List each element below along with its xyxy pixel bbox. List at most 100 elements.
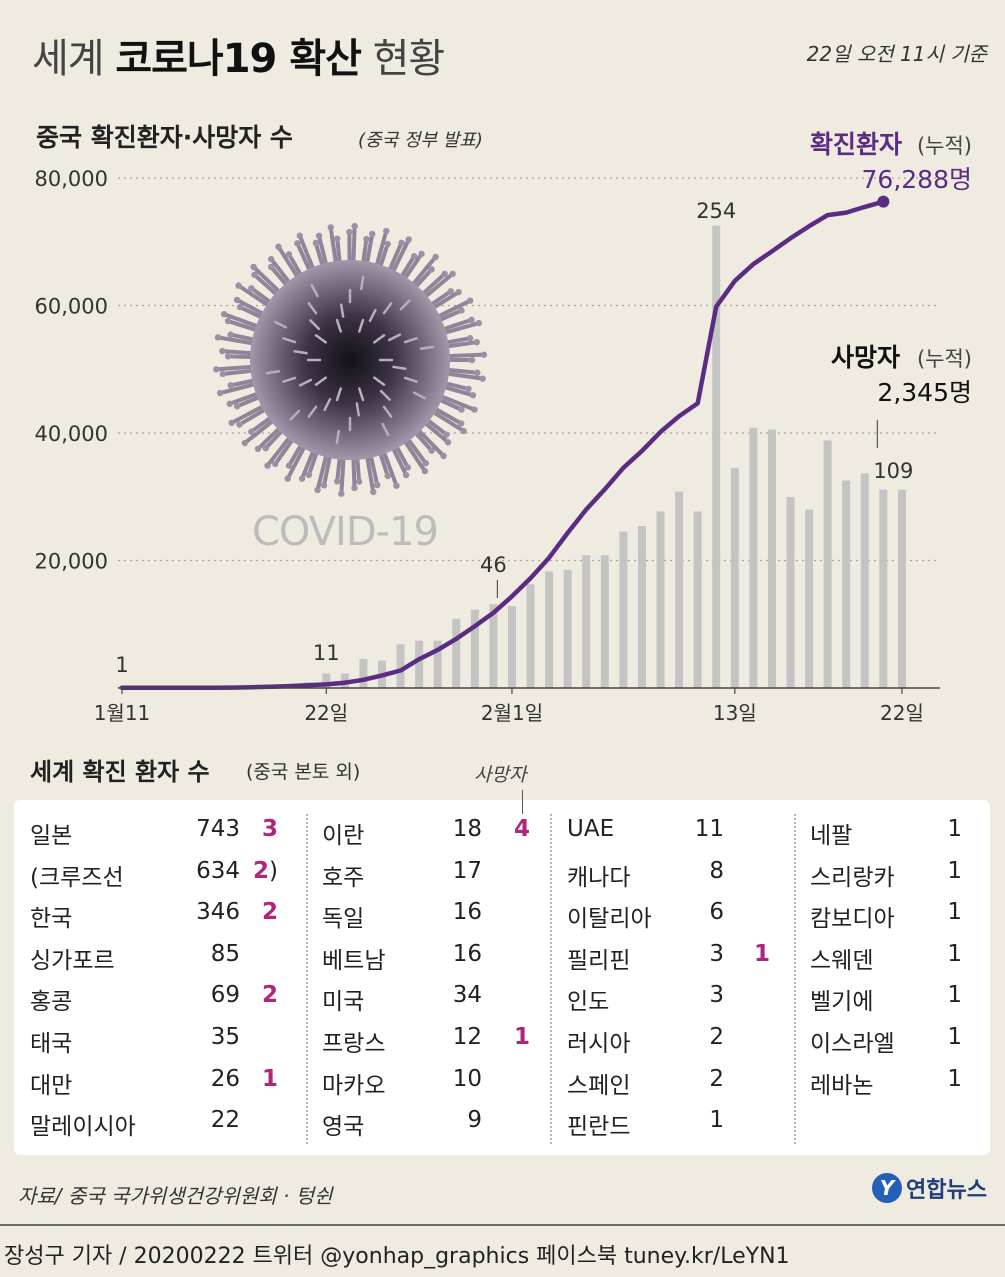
death-bar	[693, 511, 702, 688]
country-name: 대만	[30, 1072, 73, 1099]
confirmed-note: (누적)	[917, 134, 972, 158]
table-row: 레바논 1	[14, 1060, 990, 1102]
table-row: 인도 3	[14, 976, 990, 1018]
virus-spike-tip	[457, 420, 465, 427]
virus-spike-tip	[214, 334, 222, 341]
virus-spike-tip	[226, 400, 233, 407]
virus-spike-tip	[458, 307, 465, 314]
x-tick-label: 22일	[880, 701, 924, 725]
virus-spike-tip	[334, 235, 341, 242]
virus-inner-spike	[339, 303, 345, 318]
footer-divider	[0, 1224, 1005, 1226]
table-row: 스웨덴 1	[14, 935, 990, 977]
death-bar	[786, 496, 795, 688]
virus-spike-tip	[475, 319, 483, 327]
country-name: 캐나다	[567, 864, 631, 891]
virus-spike-tip	[441, 270, 448, 278]
virus-spike-tip	[275, 243, 282, 250]
country-name: 이탈리아	[567, 906, 652, 933]
world-table-title: 세계 확진 환자 수	[30, 758, 210, 786]
table-row: 스페인 2	[14, 1060, 990, 1102]
country-count: 22	[210, 1107, 240, 1134]
deaths-column-pointer	[522, 790, 523, 814]
table-row: 캄보디아 1	[14, 893, 990, 935]
virus-spike-tip	[432, 253, 439, 261]
country-count: 11	[694, 816, 724, 842]
column-divider	[306, 814, 308, 1144]
country-name: 말레이시아	[30, 1114, 136, 1141]
country-name: 마카오	[322, 1072, 386, 1099]
source-line: 자료/ 중국 국가위생건강위원회 · 텅쉰	[18, 1184, 333, 1208]
country-name: 태국	[30, 1031, 73, 1057]
country-count: 12	[452, 1024, 482, 1050]
country-name: 네팔	[810, 823, 853, 849]
country-deaths: 1	[753, 940, 770, 967]
bar-value-label: 11	[313, 641, 340, 665]
table-row: 캐나다 8	[14, 852, 990, 894]
virus-inner-spike	[373, 334, 386, 344]
virus-spike-tip	[248, 428, 255, 435]
virus-spike-tip	[369, 230, 376, 238]
country-count: 34	[452, 982, 482, 1009]
country-count: 743	[196, 816, 240, 842]
table-row: (크루즈선 634 2)	[14, 852, 990, 894]
death-bar	[600, 555, 609, 688]
country-count: 1	[947, 982, 962, 1009]
table-row: 싱가포르 85	[14, 935, 990, 977]
y-tick-label: 20,000	[35, 550, 108, 574]
x-tick-label: 13일	[713, 701, 757, 725]
deaths-note: (누적)	[917, 347, 972, 371]
virus-spike-tip	[220, 310, 228, 318]
virus-spike-tip	[405, 236, 412, 243]
virus-spike-tip	[384, 240, 391, 248]
virus-spike-tip	[251, 271, 258, 279]
table-row: 일본 743 3	[14, 810, 990, 852]
virus-inner-spike	[392, 365, 407, 371]
virus-inner-spike	[387, 333, 402, 342]
virus-spike-tip	[363, 235, 370, 243]
country-count: 8	[709, 857, 724, 884]
table-row: UAE 11	[14, 810, 990, 852]
death-bar	[526, 584, 535, 688]
country-count: 6	[709, 899, 724, 926]
table-row: 미국 34	[14, 976, 990, 1018]
page-title: 세계 코로나19 확산 현황	[32, 26, 445, 84]
virus-inner-spike	[419, 345, 435, 350]
virus-spike-tip	[466, 297, 474, 304]
virus-inner-spike	[309, 319, 321, 331]
country-count: 346	[196, 899, 240, 926]
country-name: 이스라엘	[810, 1031, 895, 1057]
world-table-note: (중국 본토 외)	[246, 761, 361, 783]
table-row: 필리핀 3 1	[14, 935, 990, 977]
bar-value-label: 46	[480, 553, 507, 577]
death-bar	[470, 609, 479, 688]
table-row: 호주 17	[14, 852, 990, 894]
death-bar	[805, 509, 814, 688]
virus-spike-tip	[346, 228, 353, 236]
virus-spike-tip	[248, 285, 255, 292]
virus-spike-tip	[398, 239, 405, 247]
virus-spike-tip	[449, 270, 456, 278]
table-row: 이탈리아 6	[14, 893, 990, 935]
country-deaths: 2	[261, 899, 278, 926]
country-count: 2	[709, 1024, 724, 1050]
confirmed-label: 확진환자	[810, 130, 902, 159]
x-tick-label: 1월11	[94, 701, 151, 725]
country-name: 싱가포르	[30, 947, 115, 974]
country-deaths: 1	[261, 1065, 278, 1092]
country-count: 85	[210, 940, 240, 967]
virus-spike-tip	[447, 288, 455, 295]
death-bar	[823, 440, 832, 688]
virus-spike-tip	[262, 444, 269, 452]
virus-inner-spike	[403, 376, 418, 383]
title-part-1: 세계	[32, 36, 116, 82]
country-name: 호주	[322, 864, 365, 891]
country-count: 3	[709, 940, 724, 967]
country-name: 인도	[567, 989, 610, 1016]
title-bold: 코로나19 확산	[115, 36, 362, 82]
table-row: 태국 35	[14, 1018, 990, 1060]
column-divider	[794, 814, 796, 1144]
yonhap-logo-icon: Y	[872, 1173, 903, 1203]
virus-spike-tip	[443, 431, 450, 438]
virus-spike-tip	[351, 484, 358, 492]
